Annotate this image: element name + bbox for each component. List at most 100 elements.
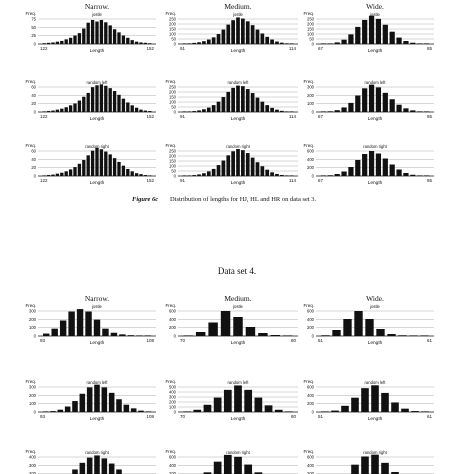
histogram-bar	[226, 24, 231, 45]
histogram-bar	[279, 174, 284, 176]
y-tick-label: 400	[307, 157, 315, 162]
histogram-bar	[117, 161, 121, 176]
y-tick-label: 100	[169, 100, 177, 105]
histogram-bar	[403, 41, 409, 44]
histogram-bar	[143, 110, 148, 112]
histogram-bar	[389, 99, 395, 112]
y-tick-zero: 0	[34, 410, 37, 415]
chart-title: Medium.	[224, 2, 251, 11]
histogram-bar	[241, 18, 245, 44]
y-tick-label: 150	[169, 159, 177, 164]
histogram-bar	[279, 110, 284, 112]
chart-subtitle: random right	[226, 144, 250, 149]
histogram-bar	[231, 20, 235, 44]
x-axis-label: Length	[231, 48, 246, 54]
histogram-10: Narrow.jostle Freq.300 200 100 093 108 Length	[25, 294, 156, 346]
histogram-bar	[264, 405, 273, 412]
histogram-bar	[270, 335, 281, 336]
histogram-bar	[241, 86, 245, 112]
histogram-bar	[57, 409, 64, 412]
histogram-bar	[202, 173, 206, 176]
y-tick-label: 600	[169, 309, 177, 314]
histogram-bar	[361, 388, 369, 412]
histogram-bar	[208, 322, 218, 336]
histogram-bar	[90, 19, 95, 44]
chart-subtitle: random right	[85, 450, 109, 455]
histogram-bar	[371, 385, 379, 412]
histogram-bar	[343, 319, 352, 336]
y-tick-label: 200	[307, 93, 315, 98]
histogram-bar	[134, 107, 139, 112]
histogram-bar	[362, 154, 368, 176]
histogram-bar	[236, 85, 240, 112]
x-axis-label: Length	[90, 416, 105, 422]
histogram-bar	[245, 21, 250, 44]
histogram-bar	[46, 175, 51, 176]
histogram-bar	[396, 104, 402, 112]
y-tick-zero: 0	[34, 42, 37, 47]
y-tick-label: 200	[169, 471, 177, 474]
histogram-bar	[119, 334, 126, 336]
chart-subtitle: jostle	[91, 304, 102, 309]
histogram-bar	[77, 163, 82, 176]
histogram-bar	[258, 333, 268, 336]
x-min-label: 93	[40, 414, 46, 419]
y-axis-label: Freq.	[165, 449, 176, 454]
x-axis-label: Length	[368, 48, 383, 54]
histogram-bar	[64, 107, 68, 112]
histogram-bar	[244, 464, 253, 474]
histogram-bar	[51, 42, 55, 44]
histogram-bar	[365, 319, 374, 336]
x-min-label: 122	[40, 114, 48, 119]
y-tick-label: 400	[169, 463, 177, 468]
histogram-bar	[221, 160, 226, 176]
histogram-bar	[130, 105, 134, 112]
histogram-bar	[86, 457, 93, 474]
chart-subtitle: jostle	[369, 304, 380, 309]
histogram-bar	[260, 166, 265, 176]
histogram-bar	[351, 397, 359, 412]
histogram-bar	[354, 311, 363, 336]
histogram-bar	[241, 150, 245, 176]
y-tick-zero: 0	[312, 174, 315, 179]
histogram-9: random right Freq.600 400 200 067 85 Length	[303, 143, 434, 186]
histogram-bar	[112, 29, 117, 44]
histogram-bar	[73, 35, 77, 45]
histogram-bar	[77, 100, 82, 112]
histogram-bar	[197, 110, 201, 112]
histogram-bar	[126, 168, 130, 176]
histogram-bar	[197, 174, 201, 176]
histogram-bar	[94, 384, 100, 412]
histogram-bar	[139, 42, 143, 44]
histogram-bar	[361, 456, 369, 474]
chart-subtitle: jostle	[232, 12, 243, 17]
x-axis-label: Length	[231, 116, 246, 122]
x-min-label: 91	[180, 178, 186, 183]
histogram-bar	[355, 26, 361, 44]
histogram-bar	[68, 311, 75, 336]
histogram-bar	[116, 399, 122, 412]
histogram-bar	[117, 32, 121, 45]
histogram-bar	[211, 37, 216, 44]
histogram-bar	[95, 147, 99, 176]
histogram-bar	[102, 328, 109, 336]
histogram-bar	[233, 317, 243, 336]
histogram-bar	[381, 462, 389, 474]
histogram-bar	[108, 88, 112, 112]
histogram-bar	[99, 84, 104, 112]
chart-subtitle: random right	[226, 450, 250, 455]
histogram-bar	[391, 471, 399, 474]
histogram-bar	[382, 158, 388, 176]
histogram-bar	[206, 39, 211, 44]
y-axis-label: Freq.	[25, 379, 36, 384]
y-tick-label: 100	[29, 325, 37, 330]
y-tick-label: 200	[169, 90, 177, 95]
chart-subtitle: random left	[228, 80, 250, 85]
histogram-bar	[368, 15, 375, 44]
